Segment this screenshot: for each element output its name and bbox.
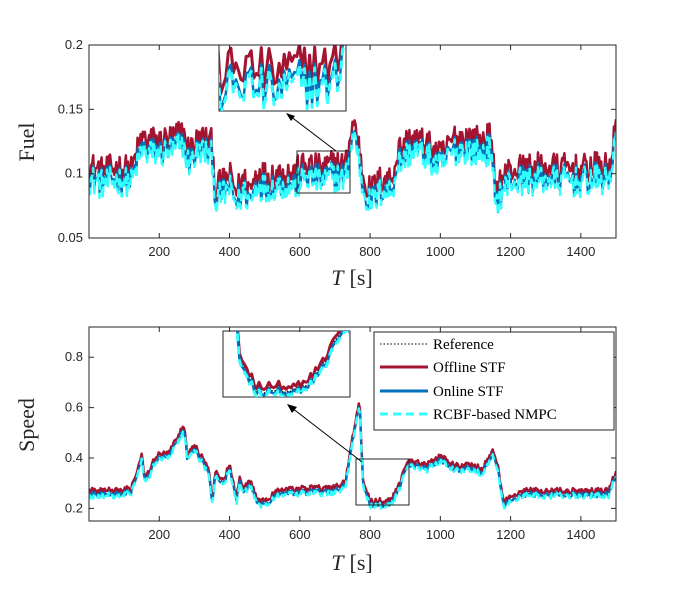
fuel-x-tick-label: 1200 xyxy=(496,244,525,259)
speed-inset-series xyxy=(235,331,350,397)
fuel-zoom-arrowhead xyxy=(286,113,295,121)
legend-label-offline-stf: Offline STF xyxy=(433,360,506,376)
speed-x-tick-label: 800 xyxy=(359,527,381,542)
speed-x-label-var: T xyxy=(331,550,345,575)
fuel-x-tick-label: 800 xyxy=(359,244,381,259)
legend-label-online-stf: Online STF xyxy=(433,384,503,400)
fuel-x-tick-label: 200 xyxy=(148,244,170,259)
legend-label-reference: Reference xyxy=(433,337,494,353)
fuel-y-label: Fuel xyxy=(14,122,39,161)
fuel-y-tick-label: 0.05 xyxy=(58,230,83,245)
fuel-x-ticks: 200 400 600 800 1000 1200 1400 xyxy=(148,45,595,259)
speed-x-ticks: 200 400 600 800 1000 1200 1400 xyxy=(148,327,595,542)
fuel-series-rcbf-based-nmpc xyxy=(89,131,616,217)
fuel-inset-series-rcbf-based-nmpc xyxy=(219,45,346,111)
speed-zoom-window xyxy=(355,458,410,506)
speed-series-offline-stf xyxy=(89,402,616,505)
speed-x-tick-label: 200 xyxy=(148,527,170,542)
speed-y-tick-label: 0.8 xyxy=(65,349,83,364)
fuel-x-label-var: T xyxy=(331,265,345,290)
speed-x-label: T [s] xyxy=(331,550,372,575)
speed-x-tick-label: 600 xyxy=(289,527,311,542)
fuel-inset-series-offline-stf xyxy=(219,45,343,96)
speed-x-tick-label: 1000 xyxy=(426,527,455,542)
speed-zoom-arrowhead xyxy=(287,404,297,413)
fuel-y-tick-label: 0.2 xyxy=(65,37,83,52)
fuel-x-label: T [s] xyxy=(331,265,372,290)
speed-zoom-inset xyxy=(222,330,351,398)
speed-x-tick-label: 1400 xyxy=(566,527,595,542)
speed-axes-box xyxy=(88,326,617,522)
fuel-x-tick-label: 1000 xyxy=(426,244,455,259)
speed-x-label-unit: [s] xyxy=(350,550,373,575)
speed-x-tick-label: 400 xyxy=(219,527,241,542)
fuel-axes-box xyxy=(88,44,617,239)
speed-zoom-arrow xyxy=(291,407,363,463)
speed-x-tick-label: 1200 xyxy=(496,527,525,542)
speed-y-tick-label: 0.2 xyxy=(65,500,83,515)
speed-y-tick-label: 0.6 xyxy=(65,400,83,415)
legend: Reference Offline STF Online STF RCBF-ba… xyxy=(373,331,615,431)
speed-y-tick-label: 0.4 xyxy=(65,450,83,465)
fuel-x-tick-label: 600 xyxy=(289,244,311,259)
fuel-inset-series xyxy=(219,45,346,111)
speed-y-ticks: 0.2 0.4 0.6 0.8 xyxy=(65,349,616,515)
speed-inset-series-rcbf-based-nmpc xyxy=(235,331,350,397)
fuel-x-label-unit: [s] xyxy=(350,265,373,290)
speed-axes: 200 400 600 800 1000 1200 1400 0.2 0.4 0.6 0.8 Sp… xyxy=(14,326,617,575)
fuel-y-ticks: 0.05 0.1 0.15 0.2 xyxy=(58,37,616,245)
fuel-series-group xyxy=(89,119,616,217)
fuel-axes: 200 400 600 800 1000 1200 1400 0.050.10.150.2 … xyxy=(14,37,617,290)
fuel-y-tick-label: 0.15 xyxy=(58,101,83,116)
speed-series-rcbf-based-nmpc xyxy=(89,407,616,510)
speed-y-label: Speed xyxy=(14,398,39,452)
legend-label-rcbf-nmpc: RCBF-based NMPC xyxy=(433,407,557,423)
fuel-zoom-arrow xyxy=(289,115,337,152)
fuel-y-tick-label: 0.1 xyxy=(65,166,83,181)
fuel-x-tick-label: 1400 xyxy=(566,244,595,259)
fuel-x-tick-label: 400 xyxy=(219,244,241,259)
fuel-zoom-window xyxy=(296,150,351,194)
fuel-zoom-inset xyxy=(218,44,347,112)
speed-series-group xyxy=(89,402,616,510)
